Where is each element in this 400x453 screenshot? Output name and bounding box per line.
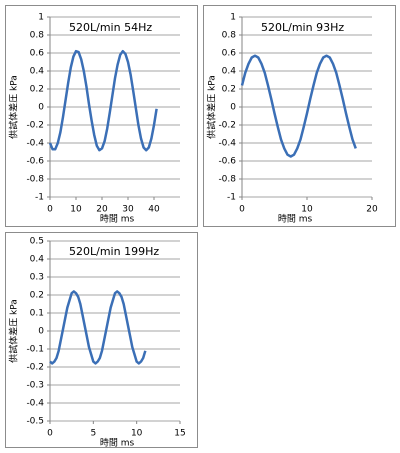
- y-tick-label: 0.4: [30, 67, 45, 77]
- chart-title: 520L/min 93Hz: [261, 21, 344, 34]
- y-tick-label: -0.2: [26, 363, 44, 373]
- x-tick-label: 5: [90, 429, 96, 439]
- y-tick-label: 0: [38, 103, 44, 113]
- y-tick-label: 0.8: [30, 31, 45, 41]
- chart-title: 520L/min 54Hz: [69, 21, 152, 34]
- x-tick-label: 15: [174, 429, 185, 439]
- y-tick-label: -0.3: [26, 381, 44, 391]
- x-axis-title: 時間 ms: [278, 214, 313, 225]
- y-tick-label: 0.4: [222, 67, 237, 77]
- y-tick-label: 0.1: [30, 309, 44, 319]
- y-tick-label: -0.2: [26, 121, 44, 131]
- y-tick-label: -0.4: [26, 139, 44, 149]
- x-axis-title: 時間 ms: [100, 214, 135, 225]
- x-tick-label: 0: [47, 205, 53, 215]
- data-line: [240, 54, 357, 158]
- y-tick-label: -1: [227, 193, 236, 203]
- y-tick-label: -0.2: [218, 121, 236, 131]
- y-axis-title: 供試体差圧 kPa: [8, 299, 20, 363]
- y-axis-title: 供試体差圧 kPa: [206, 75, 218, 139]
- y-axis-title: 供試体差圧 kPa: [8, 75, 20, 139]
- y-tick-label: -0.8: [26, 175, 44, 185]
- chart-panel: [5, 232, 198, 448]
- chart-title: 520L/min 199Hz: [69, 245, 159, 258]
- x-tick-label: 40: [148, 205, 160, 215]
- y-tick-label: 0.6: [222, 49, 237, 59]
- y-tick-label: -0.6: [218, 157, 236, 167]
- x-tick-label: 0: [239, 205, 245, 215]
- x-tick-label: 20: [96, 205, 108, 215]
- x-axis-title: 時間 ms: [100, 438, 135, 449]
- x-tick-label: 10: [70, 205, 82, 215]
- y-tick-label: -0.6: [26, 157, 44, 167]
- y-tick-label: -0.5: [26, 417, 44, 427]
- y-tick-label: -0.4: [26, 399, 44, 409]
- data-line: [48, 49, 158, 152]
- x-tick-label: 10: [131, 429, 143, 439]
- y-tick-label: 0: [230, 103, 236, 113]
- y-tick-label: 1: [230, 13, 236, 23]
- y-tick-label: 0.8: [222, 31, 237, 41]
- y-tick-label: 0: [38, 327, 44, 337]
- data-line: [49, 290, 147, 365]
- y-tick-label: -0.1: [26, 345, 44, 355]
- y-tick-label: 0.2: [30, 291, 44, 301]
- y-tick-label: 0.6: [30, 49, 45, 59]
- x-tick-label: 20: [366, 205, 378, 215]
- x-tick-label: 30: [122, 205, 134, 215]
- y-tick-label: 0.2: [30, 85, 44, 95]
- x-tick-label: 0: [47, 429, 53, 439]
- chart-panel: [203, 5, 396, 227]
- chart-panel: [5, 5, 198, 227]
- y-tick-label: 0.5: [30, 237, 44, 247]
- y-tick-label: 0.3: [30, 273, 44, 283]
- y-tick-label: 1: [38, 13, 44, 23]
- y-tick-label: 0.2: [222, 85, 236, 95]
- y-tick-label: -0.8: [218, 175, 236, 185]
- y-tick-label: 0.4: [30, 255, 45, 265]
- y-tick-label: -1: [35, 193, 44, 203]
- x-tick-label: 10: [301, 205, 313, 215]
- y-tick-label: -0.4: [218, 139, 236, 149]
